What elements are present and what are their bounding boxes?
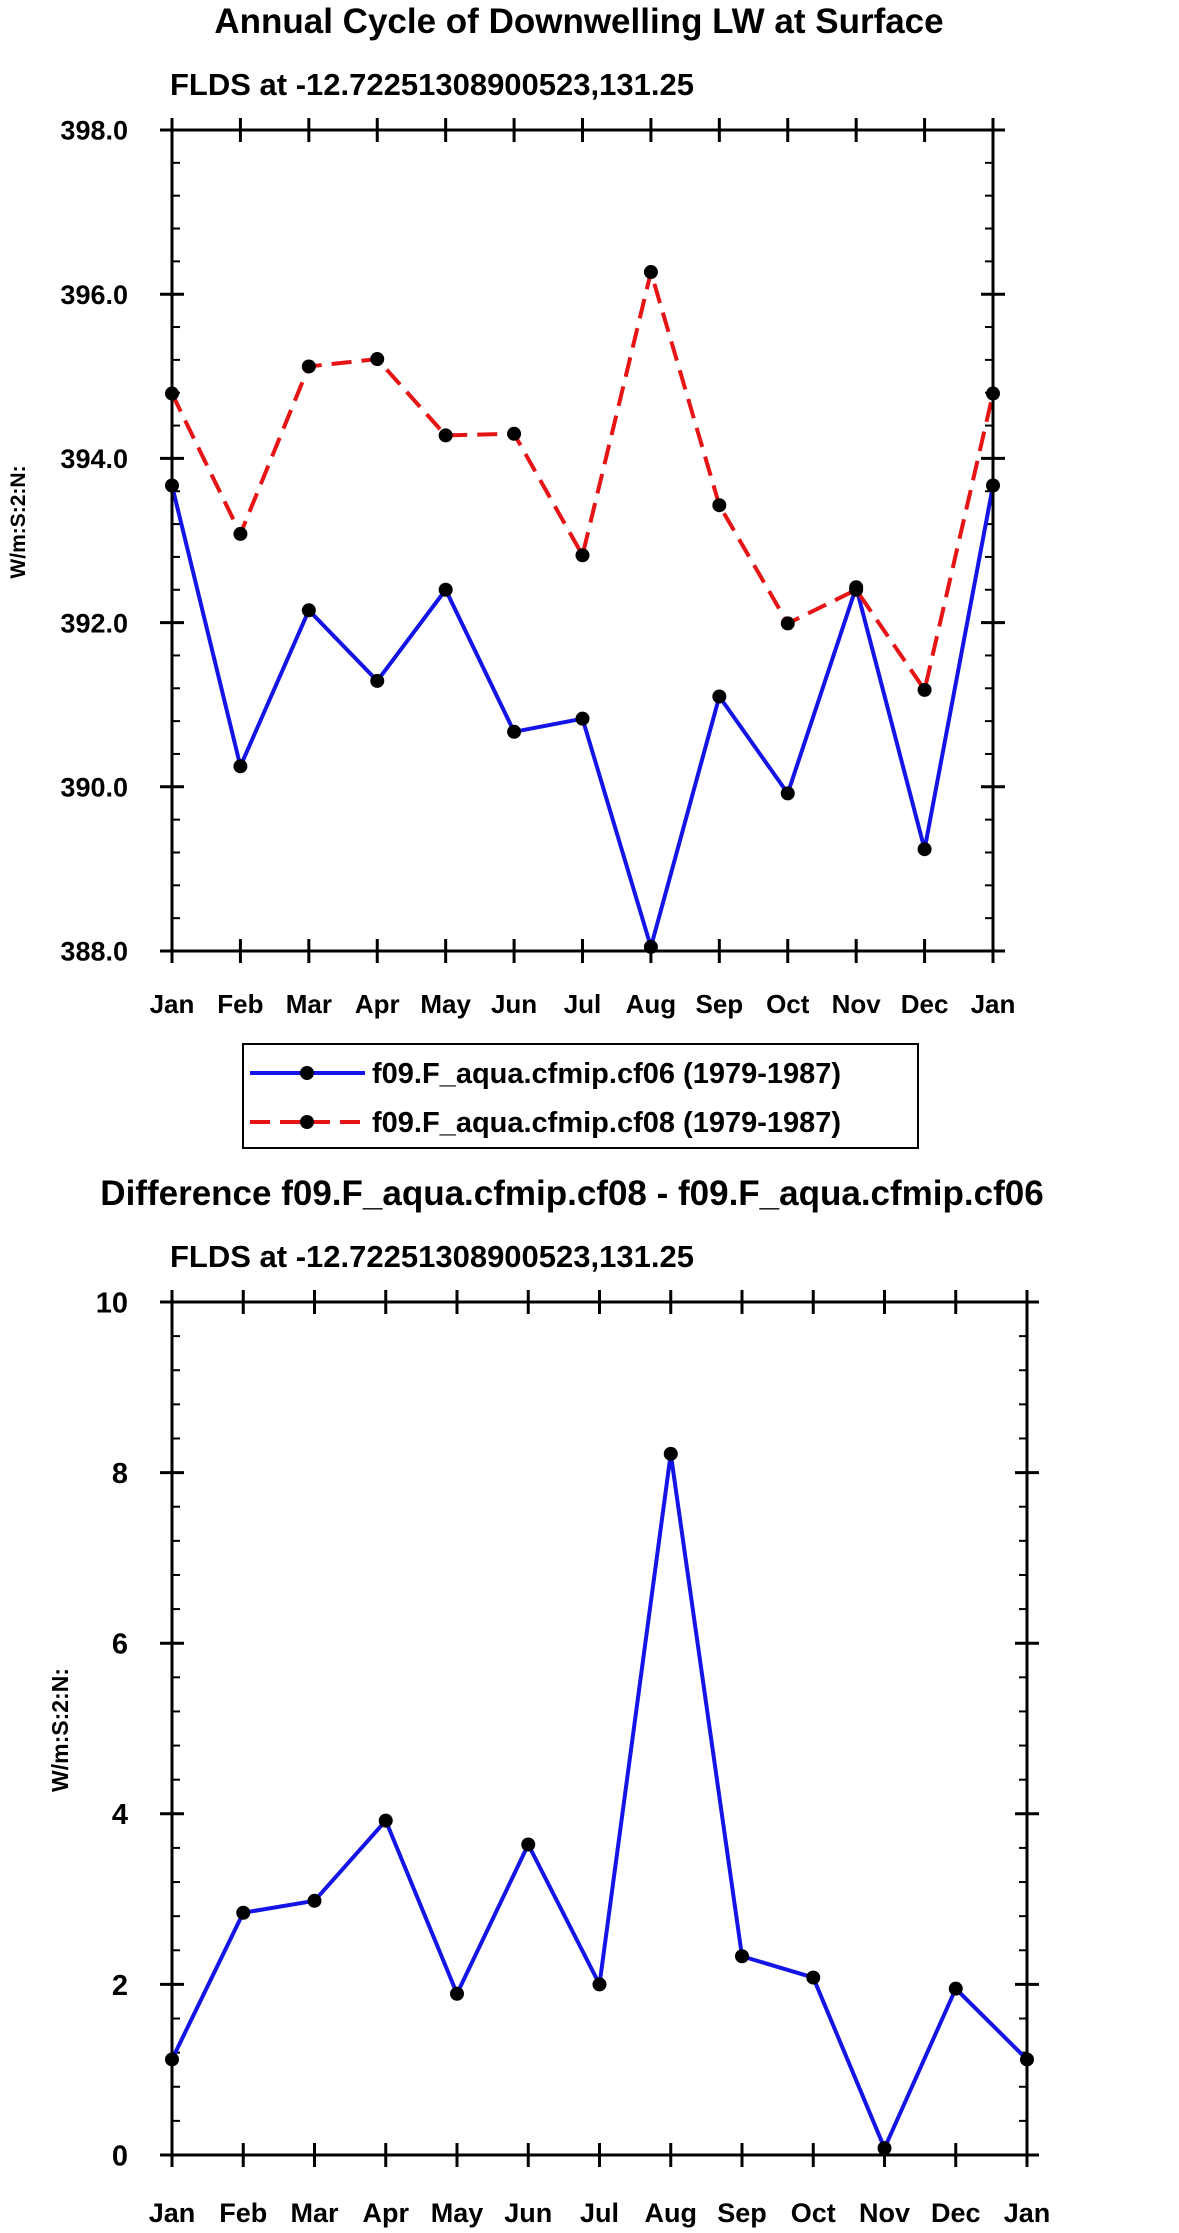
series-1-point [806,1970,821,1985]
xtick-label: Jan [149,2198,196,2228]
xtick-label: Jan [971,989,1016,1019]
ytick-label: 6 [112,1629,128,1661]
ytick-label: 2 [112,1970,128,2002]
series-2-point [438,428,453,443]
series-1-point [917,842,932,857]
ytick-label: 398.0 [60,116,128,146]
series-1-point [780,786,795,801]
series-2-point [849,582,864,597]
chart2-subtitle: FLDS at -12.72251308900523,131.25 [170,1239,694,1274]
chart1-ticks [160,118,1005,963]
xtick-label: Jun [504,2198,552,2228]
xtick-label: Aug [645,2198,697,2228]
ytick-label: 394.0 [60,444,128,474]
chart-difference: Difference f09.F_aqua.cfmip.cf08 - f09.F… [47,1174,1050,2228]
series-2-point [917,682,932,697]
series-1-point [438,582,453,597]
series-1-point [307,1893,322,1908]
series-1-point [592,1977,607,1992]
xtick-label: Dec [901,989,949,1019]
series-2-point [507,426,522,441]
xtick-label: Jul [564,989,602,1019]
series-2-point [643,265,658,280]
series-1-point [378,1813,393,1828]
series-1-point [712,689,727,704]
xtick-label: May [420,989,471,1019]
xtick-label: Dec [931,2198,981,2228]
series-line-2 [170,270,995,692]
xtick-label: Jan [150,989,195,1019]
xtick-label: Sep [717,2198,767,2228]
series-1-point [575,711,590,726]
ytick-label: 8 [112,1458,128,1490]
series-1-point [370,673,385,688]
chart2-series [165,1446,1034,2156]
chart1-plot-frame [170,128,995,953]
chart1-ylabel: W/m:S:2:N: [7,465,30,578]
chart2-ticks [160,1290,1039,2167]
chart1-xtick-labels: Jan Feb Mar Apr May Jun Jul Aug Sep Oct Nov Dec Jan [150,989,1016,1019]
series-1-point [663,1446,678,1461]
chart-annual-cycle: Annual Cycle of Downwelling LW at Surfac… [7,2,1015,1019]
xtick-label: Nov [859,2198,910,2228]
xtick-label: Oct [766,989,810,1019]
ytick-label: 390.0 [60,773,128,803]
legend-marker-cf08 [300,1115,314,1129]
legend-marker-cf06 [300,1066,314,1080]
ytick-label: 4 [112,1799,128,1831]
series-2-point [301,359,316,374]
ytick-label: 10 [96,1287,128,1319]
chart1-legend: f09.F_aqua.cfmip.cf06 (1979-1987) f09.F_… [242,1043,919,1149]
series-2-point [575,548,590,563]
series-2-point [370,352,385,367]
xtick-label: Oct [791,2198,836,2228]
xtick-label: Mar [290,2198,339,2228]
xtick-label: Feb [217,989,263,1019]
series-1-point [233,759,248,774]
xtick-label: Jun [491,989,537,1019]
xtick-label: Apr [355,989,400,1019]
xtick-label: Aug [626,989,677,1019]
xtick-label: Nov [832,989,882,1019]
series-line-1 [170,1451,1029,2151]
chart2-ylabel: W/m:S:2:N: [47,1668,73,1792]
series-1-point [450,1986,464,2001]
series-1-point [948,1981,963,1996]
xtick-label: May [431,2198,484,2228]
series-2-point [780,616,795,631]
ytick-label: 388.0 [60,937,128,967]
ytick-label: 396.0 [60,280,128,310]
xtick-label: Feb [219,2198,267,2228]
series-1-point [877,2141,892,2156]
chart1-ytick-labels: 388.0 390.0 392.0 394.0 396.0 398.0 [60,116,128,967]
legend-label-cf06: f09.F_aqua.cfmip.cf06 (1979-1987) [372,1058,841,1090]
chart1-series [165,265,1000,954]
chart2-plot-frame [170,1300,1029,2157]
series-2-point [712,498,727,513]
chart2-ytick-labels: 0 2 4 6 8 10 [96,1287,128,2172]
xtick-label: Mar [286,989,332,1019]
xtick-label: Apr [363,2198,410,2228]
series-1-point [507,724,522,739]
xtick-label: Jan [1004,2198,1051,2228]
series-1-point [521,1837,536,1852]
series-1-point [735,1949,749,1964]
legend-label-cf08: f09.F_aqua.cfmip.cf08 (1979-1987) [372,1107,841,1139]
xtick-label: Sep [695,989,743,1019]
series-2-point [233,526,248,541]
legend-box [242,1043,919,1149]
chart1-title: Annual Cycle of Downwelling LW at Surfac… [214,2,943,41]
series-1-point [301,603,316,618]
ytick-label: 392.0 [60,608,128,638]
chart1-subtitle: FLDS at -12.72251308900523,131.25 [170,67,694,102]
series-1-point [236,1905,251,1920]
ytick-label: 0 [112,2140,128,2172]
chart2-xtick-labels: Jan Feb Mar Apr May Jun Jul Aug Sep Oct Nov Dec Jan [149,2198,1051,2228]
chart2-title: Difference f09.F_aqua.cfmip.cf08 - f09.F… [100,1174,1043,1213]
xtick-label: Jul [580,2198,619,2228]
